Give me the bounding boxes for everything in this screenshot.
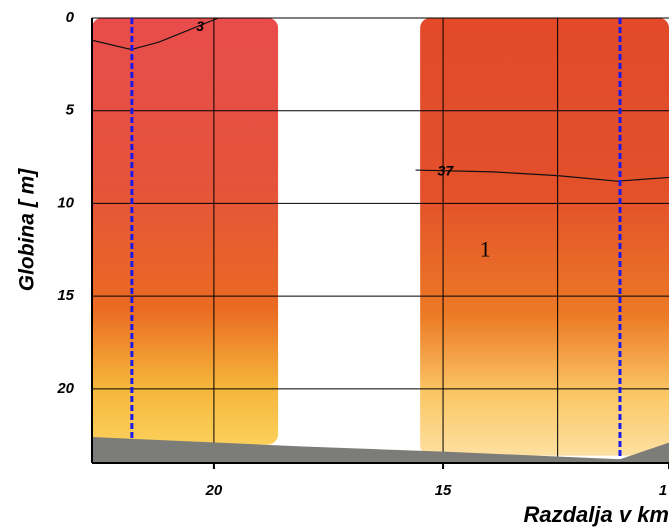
annotation: 1	[480, 237, 491, 262]
y-tick-label: 20	[56, 380, 74, 397]
contour	[415, 169, 669, 182]
y-tick-label: 0	[66, 9, 75, 26]
contour-label: 3	[196, 18, 204, 34]
x-axis-title: Razdalja v km	[523, 502, 669, 527]
y-axis-title: Globina [ m]	[16, 168, 39, 292]
y-tick-label: 10	[57, 194, 74, 211]
y-tick-label: 5	[66, 102, 75, 119]
seabed	[92, 437, 669, 463]
contour-label: 37	[438, 163, 455, 179]
x-tick-label: 15	[435, 482, 452, 499]
data-panel	[420, 18, 669, 456]
x-tick-label: 20	[205, 482, 223, 499]
data-panel	[92, 18, 279, 445]
x-tick-label: 1	[659, 482, 667, 499]
contour	[91, 17, 219, 51]
y-tick-label: 15	[57, 287, 74, 304]
